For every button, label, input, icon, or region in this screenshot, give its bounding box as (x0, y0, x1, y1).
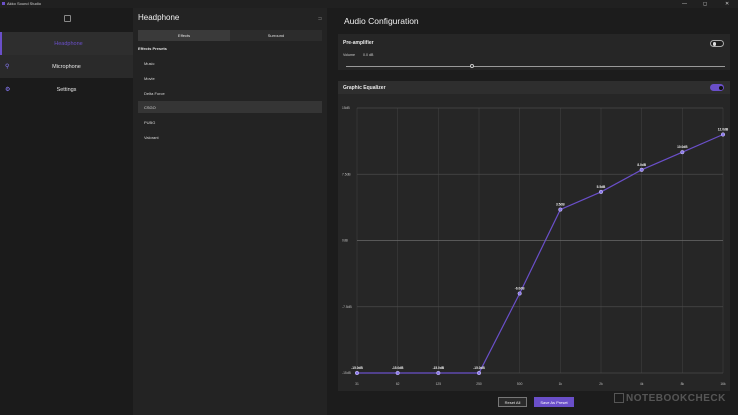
tab-effects[interactable]: Effects (138, 30, 230, 41)
eq-band-point[interactable] (598, 189, 604, 194)
sidebar-item-microphone[interactable]: ⚲ Microphone (0, 55, 133, 78)
toggle-knob (712, 42, 716, 46)
watermark: NOTEBOOKCHECK (626, 393, 726, 404)
app-title: Akko Sound Studio (7, 1, 42, 6)
equalizer-header: Graphic Equalizer (338, 81, 730, 94)
x-tick-label: 1k (559, 382, 563, 386)
save-as-preset-button[interactable]: Save As Preset (534, 397, 574, 407)
x-tick-label: 2k (599, 382, 603, 386)
eq-point-label: -15.0dB (392, 366, 404, 370)
eq-band-point[interactable] (517, 291, 522, 296)
eq-band-point[interactable] (558, 207, 563, 212)
y-tick-label: 15dB (342, 106, 351, 110)
microphone-icon: ⚲ (5, 64, 10, 70)
slider-thumb[interactable] (470, 64, 474, 68)
x-tick-label: 4k (640, 382, 644, 386)
y-tick-label: 0dB (342, 239, 349, 243)
eq-band-point[interactable] (680, 150, 685, 155)
maximize-button[interactable]: ◻ (703, 1, 708, 7)
preset-csgo[interactable]: CSGO (138, 101, 322, 113)
volume-slider[interactable] (346, 64, 725, 68)
equalizer-chart[interactable]: -15dB -7.5dB 0dB 7.5dB 15dB 31 62 125 250 500 1k 2k… (338, 94, 730, 391)
audio-configuration-panel: Audio Configuration Pre-amplifier Volume… (338, 8, 738, 415)
y-tick-label: -7.5dB (342, 305, 353, 309)
sidebar: Headphone ⚲ Microphone ⚙ Settings (0, 8, 135, 415)
sidebar-item-label: Headphone (54, 40, 83, 47)
device-title: Headphone (138, 13, 180, 22)
preset-movie[interactable]: Movie (144, 75, 155, 81)
x-tick-label: 16k (720, 382, 726, 386)
sidebar-item-settings[interactable]: ⚙ Settings (0, 78, 133, 101)
sidebar-item-label: Settings (56, 86, 77, 93)
gear-icon: ⚙ (5, 87, 11, 93)
graphic-equalizer-section: Graphic Equalizer -15dB -7.5dB 0dB 7.5dB 15d… (338, 81, 730, 391)
watermark-icon (614, 393, 624, 403)
x-tick-label: 125 (436, 382, 442, 386)
menu-icon[interactable] (64, 15, 71, 22)
eq-point-label: -15.0dB (473, 366, 485, 370)
eq-point-label: -15.0dB (433, 366, 445, 370)
preset-valorant[interactable]: Valorant (144, 134, 159, 140)
eq-band-point[interactable] (639, 167, 644, 172)
sidebar-item-label: Microphone (52, 63, 81, 70)
eq-point-label: 10.0dB (677, 145, 688, 149)
minimize-button[interactable]: — (682, 1, 687, 7)
equalizer-toggle[interactable] (710, 84, 724, 91)
preset-delta-force[interactable]: Delta Force (144, 90, 165, 96)
volume-label: Volume (343, 53, 355, 57)
y-tick-label: 7.5dB (342, 172, 351, 176)
eq-band-point[interactable] (436, 370, 441, 376)
x-tick-label: 8k (681, 382, 685, 386)
tab-surround[interactable]: Surround (267, 33, 285, 38)
collapse-icon[interactable]: ⊐ (317, 16, 322, 22)
close-button[interactable]: ✕ (725, 1, 730, 7)
eq-band-point[interactable] (476, 370, 482, 376)
sidebar-item-headphone[interactable]: Headphone (0, 32, 135, 55)
config-title: Audio Configuration (344, 16, 419, 26)
x-tick-label: 62 (396, 382, 400, 386)
app-logo-icon (2, 2, 5, 5)
preamp-label: Pre-amplifier (343, 40, 374, 46)
eq-band-point[interactable] (395, 370, 400, 376)
device-panel: Headphone ⊐ Effects Surround Effects Pre… (133, 8, 327, 415)
eq-point-label: 5.5dB (597, 185, 606, 189)
reset-all-button[interactable]: Reset All (498, 397, 527, 407)
eq-point-label: 8.0dB (637, 163, 646, 167)
eq-band-point[interactable] (720, 132, 726, 137)
preamp-toggle[interactable] (710, 40, 724, 47)
eq-point-label: 3.5dB (556, 203, 565, 207)
x-tick-label: 250 (476, 382, 482, 386)
preset-pubg[interactable]: PUBG (144, 119, 156, 125)
eq-point-label: 12.0dB (718, 128, 729, 132)
preset-music[interactable]: Music (144, 60, 155, 66)
preamp-section: Pre-amplifier Volume 0.0 dB (338, 34, 730, 70)
eq-band-point[interactable] (354, 370, 360, 376)
title-bar: Akko Sound Studio — ◻ ✕ (0, 0, 738, 8)
equalizer-label: Graphic Equalizer (343, 85, 386, 91)
effects-tabs: Effects Surround (138, 30, 322, 41)
presets-heading: Effects Presets (138, 46, 167, 51)
x-tick-label: 31 (355, 382, 359, 386)
eq-point-label: -6.0dB (515, 287, 525, 291)
eq-point-label: -15.0dB (351, 366, 363, 370)
y-tick-label: -15dB (342, 371, 352, 375)
eq-series-line (357, 133, 724, 374)
x-tick-label: 500 (517, 382, 523, 386)
volume-value: 0.0 dB (363, 53, 374, 57)
toggle-knob (718, 85, 723, 90)
